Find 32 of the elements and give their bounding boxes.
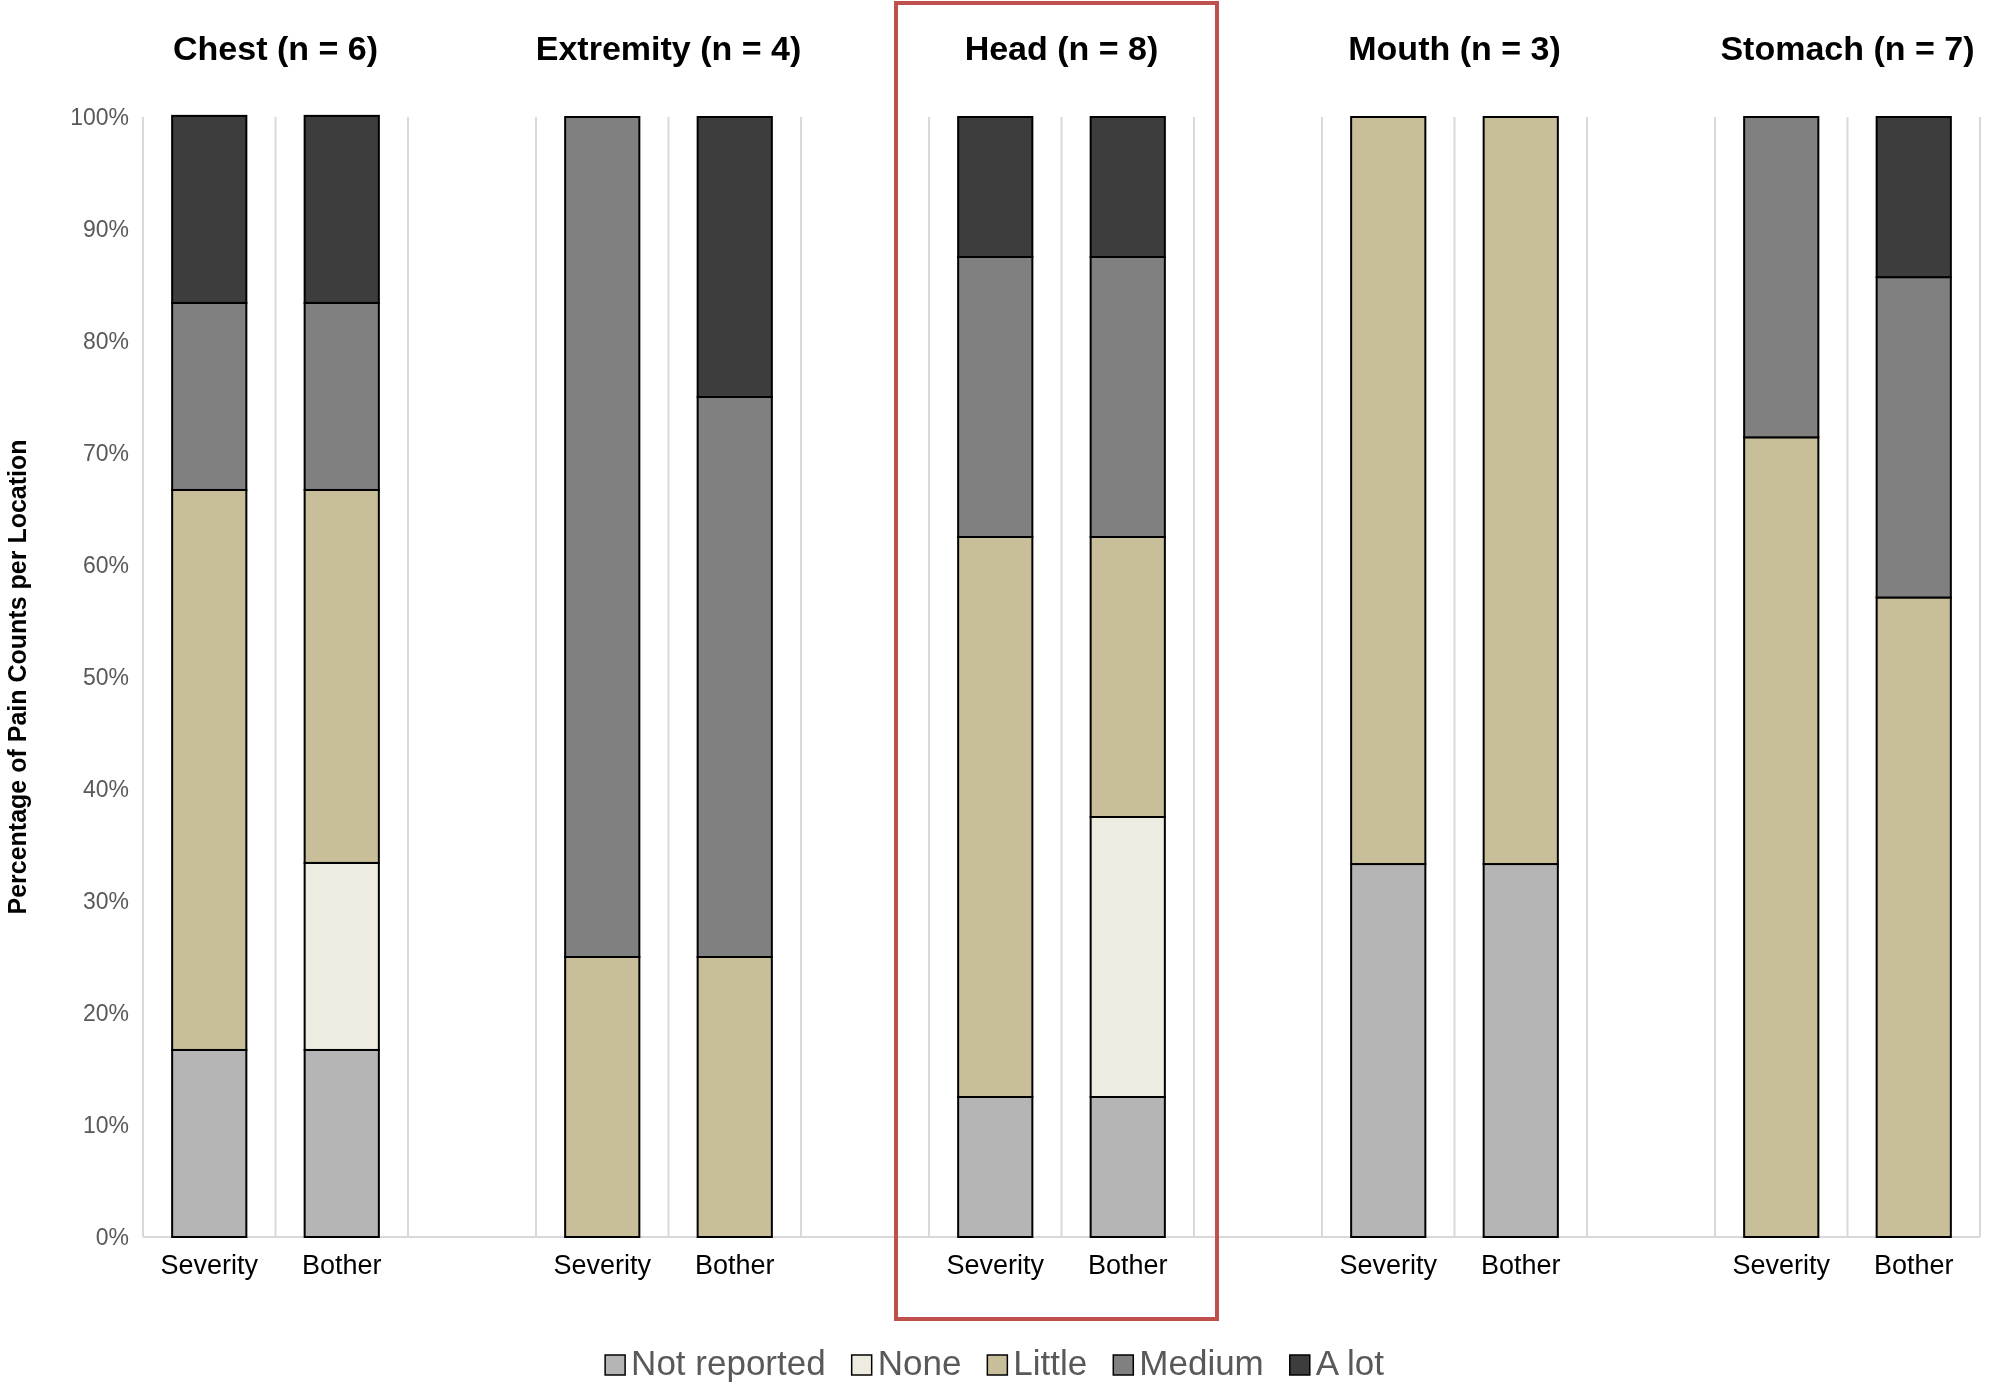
x-tick-label: Bother <box>1873 1250 1954 1281</box>
x-tick-label: Severity <box>946 1250 1045 1281</box>
legend-label: Little <box>1013 1343 1088 1382</box>
y-tick-label: 40% <box>82 775 129 802</box>
y-tick-label: 80% <box>82 327 129 354</box>
y-tick-label: 10% <box>82 1111 129 1138</box>
chart-title: Head (n = 8) <box>964 29 1159 67</box>
x-tick-label: Severity <box>1339 1250 1438 1281</box>
y-tick-label: 100% <box>70 103 129 130</box>
y-tick-label: 70% <box>82 439 129 466</box>
y-tick-label: 20% <box>82 999 129 1026</box>
x-tick-label: Bother <box>694 1250 775 1281</box>
legend-label: Not reported <box>631 1343 826 1382</box>
legend-label: None <box>877 1343 962 1382</box>
x-tick-label: Bother <box>1087 1250 1168 1281</box>
x-tick-label: Severity <box>160 1250 259 1281</box>
y-tick-label: 60% <box>82 551 129 578</box>
x-tick-label: Severity <box>1732 1250 1831 1281</box>
y-tick-label: 50% <box>82 663 129 690</box>
chart-title: Mouth (n = 3) <box>1348 29 1561 67</box>
legend-label: A lot <box>1315 1343 1385 1382</box>
chart-title: Extremity (n = 4) <box>535 29 802 67</box>
y-tick-label: 90% <box>82 215 129 242</box>
x-tick-label: Bother <box>301 1250 382 1281</box>
y-axis-title: Percentage of Pain Counts per Location <box>3 439 31 915</box>
x-tick-label: Bother <box>1480 1250 1561 1281</box>
legend-label: Medium <box>1139 1343 1264 1382</box>
x-tick-label: Severity <box>553 1250 652 1281</box>
y-tick-label: 0% <box>95 1223 129 1250</box>
chart-title: Chest (n = 6) <box>173 29 378 67</box>
y-tick-label: 30% <box>82 887 129 914</box>
chart-title: Stomach (n = 7) <box>1720 29 1975 67</box>
